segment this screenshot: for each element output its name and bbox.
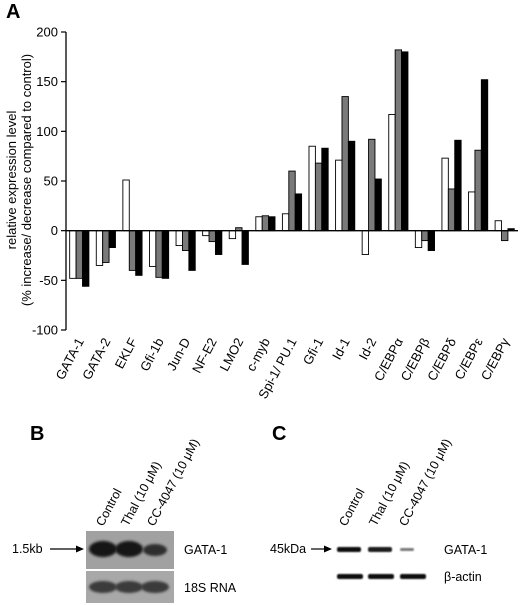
series-3-bar-11: [347, 140, 356, 232]
blot-c-arrow: [311, 545, 332, 553]
series-3-bar-12: [374, 178, 382, 232]
series-3-bar-8: [268, 216, 276, 232]
panel-c-label: C: [272, 423, 286, 445]
series-3-bar-4: [161, 230, 170, 279]
series-1-bar-9: [281, 213, 290, 232]
series-1-bar-7: [228, 230, 237, 240]
y-tick-label--100: -100: [32, 323, 58, 338]
series-3-bar-2: [108, 230, 116, 249]
series-1-bar-12: [361, 230, 370, 255]
blot-c-band-label-gata1: GATA-1: [444, 543, 487, 557]
blot-b-18s-membrane: [86, 571, 174, 603]
blot-c-size-marker: 45kDa: [270, 542, 306, 556]
blot-c-actin-bands: [337, 574, 426, 579]
series-1-bar-14: [414, 230, 423, 249]
y-tick-label-100: 100: [36, 124, 58, 139]
blot-c-band-label-actin: β-actin: [444, 570, 482, 584]
series-1-bar-11: [335, 159, 343, 232]
series-1-bar-13: [388, 113, 396, 232]
blot-b-18s-band-control: [89, 581, 117, 593]
blot-b-gata1-band-control: [89, 541, 117, 557]
series-2-bar-16: [474, 149, 482, 232]
y-tick-label-50: 50: [44, 174, 58, 189]
series-1-bar-16: [468, 191, 476, 232]
blot-b-18s-band-thal: [115, 581, 143, 593]
blot-b-gata1-membrane: [86, 531, 174, 569]
series-3-bar-7: [241, 230, 249, 265]
series-2-bar-17: [501, 230, 509, 242]
series-2-bar-9: [288, 170, 296, 232]
series-3-bar-5: [188, 230, 196, 271]
series-2-bar-6: [208, 230, 216, 243]
y-tick-label-200: 200: [36, 25, 58, 40]
blot-c-gata1-bands: [337, 547, 414, 552]
blot-b-18s-band-cc4047: [141, 581, 169, 593]
series-2-bar-14: [421, 230, 429, 242]
blot-b-gata1-band-cc4047: [143, 544, 167, 556]
y-tick-label-150: 150: [36, 74, 58, 89]
category-label-7: LMO2: [217, 335, 247, 373]
series-3-bar-15: [454, 139, 462, 232]
category-label-3: EKLF: [112, 335, 141, 371]
series-1-bar-4: [149, 230, 157, 267]
series-3-bar-1: [82, 230, 90, 287]
blot-b-band-label-gata1: GATA-1: [184, 543, 227, 557]
bar-chart: -100-50050100150200GATA-1GATA-2EKLFGfi-1…: [32, 25, 518, 401]
y-tick-label-0: 0: [51, 223, 58, 238]
category-label-12: Id-2: [356, 335, 380, 362]
category-label-6: NF-E2: [189, 335, 220, 375]
series-1-bar-5: [175, 230, 183, 247]
series-1-bar-2: [95, 230, 104, 266]
blot-c-actin-band-control: [337, 574, 363, 579]
y-axis-label-line2: (% increase/ decrease compared to contro…: [19, 54, 34, 306]
panel-b-label: B: [30, 423, 44, 445]
series-2-bar-10: [314, 162, 323, 232]
blot-c-gata1-band-control: [337, 547, 361, 552]
blot-b-size-marker: 1.5kb: [12, 542, 43, 556]
y-tick-label--50: -50: [39, 273, 58, 288]
blot-b-lane-labels: Control Thal (10 μM) CC-4047 (10 μM): [93, 436, 202, 528]
series-3-bar-9: [294, 193, 303, 232]
blot-c-gata1-band-cc4047: [400, 548, 414, 551]
blot-b-arrow: [50, 545, 84, 553]
series-2-bar-15: [447, 188, 456, 232]
y-axis-label-line1: relative expression level: [4, 111, 19, 250]
series-3-bar-3: [135, 230, 143, 276]
category-label-10: Gfi-1: [300, 335, 326, 367]
series-2-bar-3: [128, 230, 137, 271]
series-3-bar-16: [480, 79, 489, 232]
series-1-bar-3: [122, 179, 130, 232]
series-2-bar-1: [75, 230, 83, 279]
blot-b-gata1-band-thal: [115, 541, 143, 557]
series-1-bar-6: [202, 230, 210, 237]
series-1-bar-17: [494, 220, 502, 232]
series-1-bar-8: [255, 216, 263, 232]
series-1-bar-10: [308, 145, 316, 232]
blot-c-lane-control: Control: [336, 486, 367, 528]
series-2-bar-11: [341, 96, 349, 232]
series-3-bar-6: [214, 230, 223, 255]
series-2-bar-8: [261, 215, 270, 232]
blot-c-lane-labels: Control Thal (10 μM) CC-4047 (10 μM): [336, 436, 454, 528]
series-2-bar-5: [181, 230, 190, 251]
blot-c-actin-band-cc4047: [400, 574, 426, 579]
series-2-bar-12: [368, 138, 376, 232]
blot-b-band-label-18s: 18S RNA: [184, 581, 237, 595]
panel-a-label: A: [6, 1, 20, 23]
series-3-bar-10: [321, 147, 329, 232]
category-label-4: Gfi-1b: [137, 335, 167, 373]
series-2-bar-4: [155, 230, 163, 278]
series-2-bar-2: [102, 230, 110, 263]
blot-c-gata1-band-thal: [368, 547, 392, 552]
blot-c-lane-cc4047: CC-4047 (10 μM): [396, 436, 454, 528]
series-1-bar-15: [441, 157, 449, 232]
series-2-bar-13: [394, 49, 402, 232]
series-1-bar-1: [69, 230, 77, 279]
series-3-bar-14: [427, 230, 435, 251]
y-axis-label: relative expression level (% increase/ d…: [4, 54, 34, 306]
blot-c-actin-band-thal: [368, 574, 394, 579]
category-label-11: Id-1: [329, 335, 353, 362]
series-3-bar-13: [401, 51, 409, 232]
